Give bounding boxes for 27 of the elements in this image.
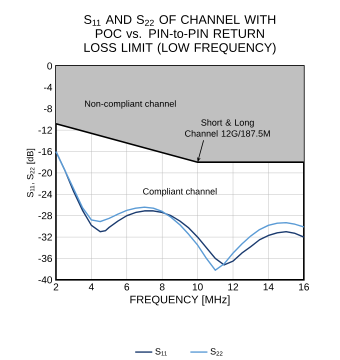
x-tick-label: 10: [192, 283, 203, 290]
x-tick-label: 12: [228, 283, 238, 290]
chart-title: S$_{11}$ AND S$_{22}$ OF CHANNEL WITH POC vs. PIN-to-PIN RETURN LOSS LIMIT (LOW FREQUENCY): [84, 15, 276, 54]
y-tick-label: -40: [38, 276, 52, 284]
annotation: Non-compliant channel: [85, 100, 176, 109]
legend-label: S$_{11}$: [155, 348, 167, 356]
y-axis-title: S$_{11}$, S$_{22}$ [dB]: [26, 148, 36, 198]
y-tick-label: -24: [38, 190, 52, 198]
x-axis-title: FREQUENCY [MHz]: [130, 295, 230, 306]
y-tick-label: -16: [38, 148, 52, 156]
y-tick-label: -28: [38, 212, 52, 220]
legend-label: S$_{22}$: [210, 348, 223, 356]
y-tick-label: -36: [38, 254, 52, 262]
y-tick-label: -4: [44, 84, 52, 91]
y-tick-label: -8: [44, 105, 52, 112]
x-tick-label: 2: [54, 283, 58, 290]
y-tick-label: -12: [38, 126, 52, 134]
x-tick-label: 4: [88, 283, 94, 290]
y-tick-label: -32: [38, 234, 52, 241]
y-tick-label: -20: [38, 169, 52, 176]
annotation: Compliant channel: [143, 188, 217, 196]
annotation: Short & Long Channel 12G/187.5M: [185, 119, 270, 137]
x-tick-label: 6: [124, 283, 130, 290]
x-tick-label: 8: [160, 283, 165, 290]
x-tick-label: 16: [299, 283, 310, 290]
x-tick-label: 14: [264, 283, 274, 290]
y-tick-label: 0: [47, 62, 52, 70]
